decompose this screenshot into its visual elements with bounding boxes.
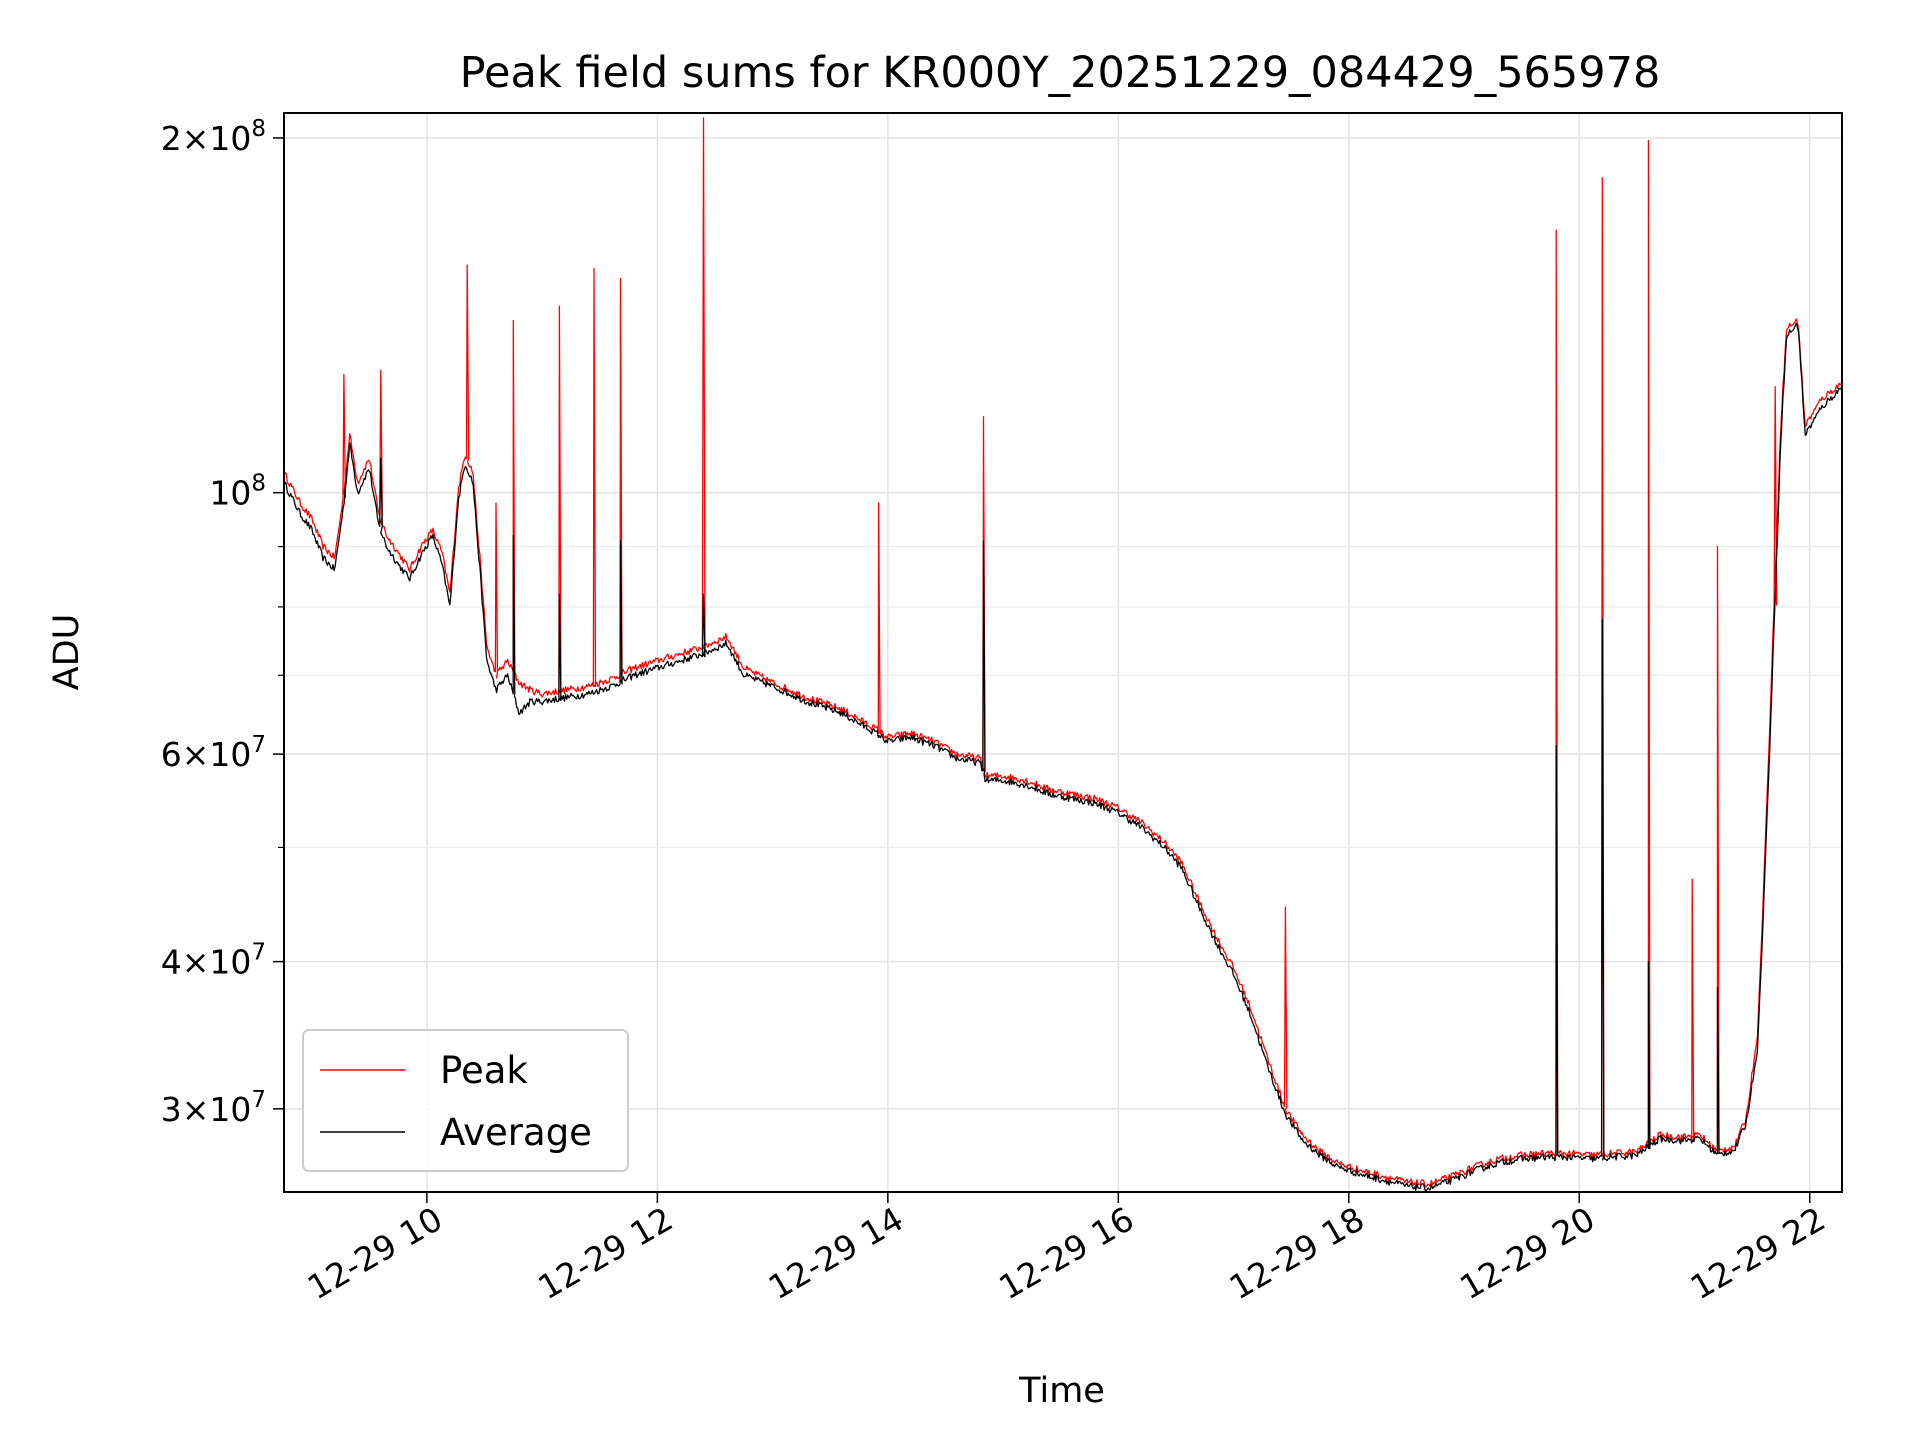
legend-label-average: Average <box>440 1111 592 1154</box>
legend-box <box>302 1029 629 1172</box>
legend: Peak Average <box>302 1029 629 1172</box>
legend-label-peak: Peak <box>440 1049 528 1092</box>
y-axis-label: ADU <box>47 614 87 691</box>
y-tick-label: 3×107 <box>161 1087 266 1129</box>
y-tick-label: 4×107 <box>161 940 266 982</box>
series-line-average <box>284 322 1842 1192</box>
series-layer <box>284 117 1842 1192</box>
y-tick-label: 2×108 <box>161 116 266 158</box>
x-axis-label: Time <box>1018 1371 1105 1411</box>
chart-title: Peak field sums for KR000Y_20251229_0844… <box>460 48 1661 98</box>
grid <box>284 113 1842 1192</box>
y-tick-label: 6×107 <box>161 732 266 774</box>
plot-frame <box>283 112 1843 1193</box>
series-line-peak <box>284 117 1842 1188</box>
